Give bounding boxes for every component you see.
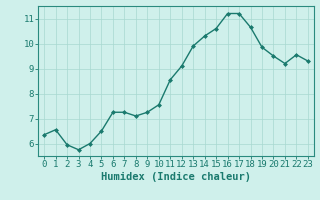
X-axis label: Humidex (Indice chaleur): Humidex (Indice chaleur) xyxy=(101,172,251,182)
